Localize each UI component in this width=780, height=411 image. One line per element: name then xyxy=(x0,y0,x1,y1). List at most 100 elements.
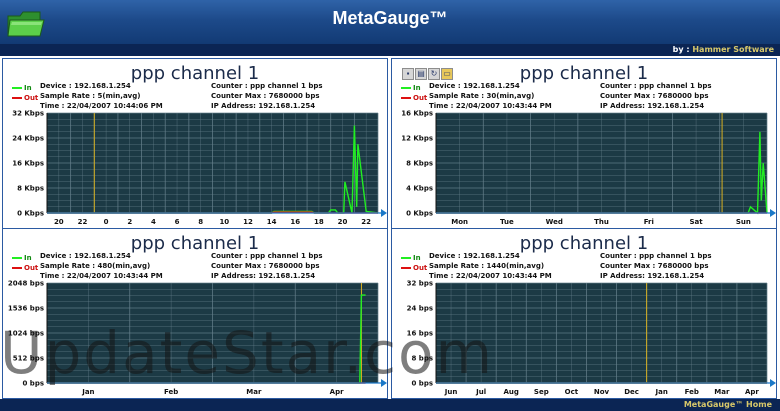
y-tick-label: 1024 bps xyxy=(8,330,44,338)
legend-swatch-in xyxy=(12,257,22,259)
home-link[interactable]: MetaGauge™ Home xyxy=(683,400,772,409)
counter-max-text: Counter Max : 7680000 bps xyxy=(211,262,320,270)
x-tick-label: Thu xyxy=(594,218,609,226)
device-text: Device : 192.168.1.254 xyxy=(40,82,131,90)
y-tick-label: 1536 bps xyxy=(8,305,44,313)
panel-title: ppp channel 1 xyxy=(519,63,649,84)
x-tick-label: Nov xyxy=(594,388,610,396)
x-tick-label: Fri xyxy=(644,218,654,226)
legend-swatch-out xyxy=(12,267,22,269)
panel-title: ppp channel 1 xyxy=(130,233,260,254)
device-text: Device : 192.168.1.254 xyxy=(40,252,131,260)
y-tick-label: 16 Kbps xyxy=(401,110,433,118)
folder-logo-icon xyxy=(7,11,45,37)
x-tick-label: Sat xyxy=(690,218,704,226)
legend-label-out: Out xyxy=(413,264,428,272)
legend-item-out: Out xyxy=(401,93,427,103)
chart-months: 2048 bps 1536 bps 1024 bps 512 bps 0 bps Jan F… xyxy=(8,280,387,396)
save-icon[interactable]: ▪ xyxy=(402,68,414,80)
y-tick-label: 2048 bps xyxy=(8,280,44,288)
legend-item-in: In xyxy=(401,83,427,93)
ip-address-text: IP Address: 192.168.1.254 xyxy=(600,272,705,280)
byline: by : Hammer Software xyxy=(673,45,774,54)
legend: In Out xyxy=(12,83,38,103)
x-tick-label: Wed xyxy=(546,218,563,226)
x-tick-label: 18 xyxy=(314,218,324,226)
y-tick-label: 16 bps xyxy=(407,330,433,338)
x-tick-label: 2 xyxy=(127,218,132,226)
time-text: Time : 22/04/2007 10:43:44 PM xyxy=(429,102,552,110)
panel-title: ppp channel 1 xyxy=(519,233,649,254)
counter-max-text: Counter Max : 7680000 bps xyxy=(600,262,709,270)
legend-label-in: In xyxy=(413,254,421,262)
legend-swatch-in xyxy=(401,257,411,259)
gauge-panel-year: 32 bps 24 bps 16 bps 8 bps 0 bps Jun Jul Aug Sep… xyxy=(391,228,777,399)
chart-toolbar: ▪ ▤ ↻ ▭ xyxy=(402,68,453,80)
x-tick-label: Jul xyxy=(475,388,486,396)
x-tick-label: 16 xyxy=(290,218,300,226)
x-tick-label: 10 xyxy=(219,218,229,226)
counter-text: Counter : ppp channel 1 bps xyxy=(600,82,712,90)
y-tick-label: 32 Kbps xyxy=(12,110,44,118)
device-text: Device : 192.168.1.254 xyxy=(429,252,520,260)
counter-text: Counter : ppp channel 1 bps xyxy=(211,82,323,90)
legend: In Out xyxy=(401,253,427,273)
byline-prefix: by : xyxy=(672,45,693,54)
x-tick-label: 20 xyxy=(54,218,64,226)
company-link[interactable]: Hammer Software xyxy=(692,45,774,54)
x-tick-label: Sep xyxy=(534,388,549,396)
legend-item-in: In xyxy=(12,253,38,263)
legend-swatch-out xyxy=(401,267,411,269)
x-axis-arrow-icon xyxy=(770,379,776,387)
legend-label-in: In xyxy=(24,254,32,262)
gauge-panel-week: 16 Kbps 12 Kbps 8 Kbps 4 Kbps 0 Kbps Mon Tue We… xyxy=(391,58,777,229)
time-text: Time : 22/04/2007 10:43:44 PM xyxy=(40,272,163,280)
print-icon[interactable]: ▤ xyxy=(415,68,427,80)
x-tick-label: Aug xyxy=(504,388,519,396)
series-line-in xyxy=(436,131,768,215)
y-tick-label: 8 Kbps xyxy=(406,160,433,168)
legend-swatch-out xyxy=(401,97,411,99)
x-tick-label: Mar xyxy=(714,388,730,396)
legend-label-out: Out xyxy=(24,264,39,272)
x-tick-label: Jan xyxy=(81,388,94,396)
ip-address-text: IP Address: 192.168.1.254 xyxy=(600,102,705,110)
chart-week: 16 Kbps 12 Kbps 8 Kbps 4 Kbps 0 Kbps Mon Tue We… xyxy=(401,110,776,226)
legend-swatch-out xyxy=(12,97,22,99)
footer-bar xyxy=(0,399,780,411)
x-tick-label: 6 xyxy=(175,218,180,226)
x-tick-label: 14 xyxy=(267,218,277,226)
legend-label-out: Out xyxy=(413,94,428,102)
counter-max-text: Counter Max : 7680000 bps xyxy=(211,92,320,100)
legend-item-out: Out xyxy=(12,263,38,273)
x-tick-label: Tue xyxy=(500,218,514,226)
y-tick-label: 16 Kbps xyxy=(12,160,44,168)
chart-year: 32 bps 24 bps 16 bps 8 bps 0 bps Jun Jul Aug Sep… xyxy=(407,280,776,396)
header-bar: MetaGauge™ xyxy=(0,0,780,44)
info-left: Device : 192.168.1.254 Sample Rate : 480… xyxy=(40,251,163,281)
sample-rate-text: Sample Rate : 30(min,avg) xyxy=(429,92,535,100)
y-tick-label: 24 bps xyxy=(407,305,433,313)
folder-icon[interactable]: ▭ xyxy=(441,68,453,80)
x-tick-label: 4 xyxy=(151,218,156,226)
counter-text: Counter : ppp channel 1 bps xyxy=(600,252,712,260)
x-tick-label: Apr xyxy=(745,388,759,396)
legend-label-out: Out xyxy=(24,94,39,102)
x-tick-label: 20 xyxy=(338,218,348,226)
counter-max-text: Counter Max : 7680000 bps xyxy=(600,92,709,100)
legend: In Out xyxy=(12,253,38,273)
gauge-panel-hours: 32 Kbps 24 Kbps 16 Kbps 8 Kbps 0 Kbps 20 22 0 2 4… xyxy=(2,58,388,229)
app-title: MetaGauge™ xyxy=(332,8,448,28)
y-tick-label: 8 Kbps xyxy=(17,185,44,193)
counter-text: Counter : ppp channel 1 bps xyxy=(211,252,323,260)
y-tick-label: 12 Kbps xyxy=(401,135,433,143)
info-left: Device : 192.168.1.254 Sample Rate : 144… xyxy=(429,251,552,281)
refresh-icon[interactable]: ↻ xyxy=(428,68,440,80)
legend-item-out: Out xyxy=(401,263,427,273)
x-tick-label: 0 xyxy=(104,218,109,226)
gauge-panel-months: 2048 bps 1536 bps 1024 bps 512 bps 0 bps Jan F… xyxy=(2,228,388,399)
sample-rate-text: Sample Rate : 1440(min,avg) xyxy=(429,262,545,270)
y-tick-label: 0 Kbps xyxy=(17,210,44,218)
y-tick-label: 0 bps xyxy=(23,380,45,388)
sample-rate-text: Sample Rate : 5(min,avg) xyxy=(40,92,141,100)
